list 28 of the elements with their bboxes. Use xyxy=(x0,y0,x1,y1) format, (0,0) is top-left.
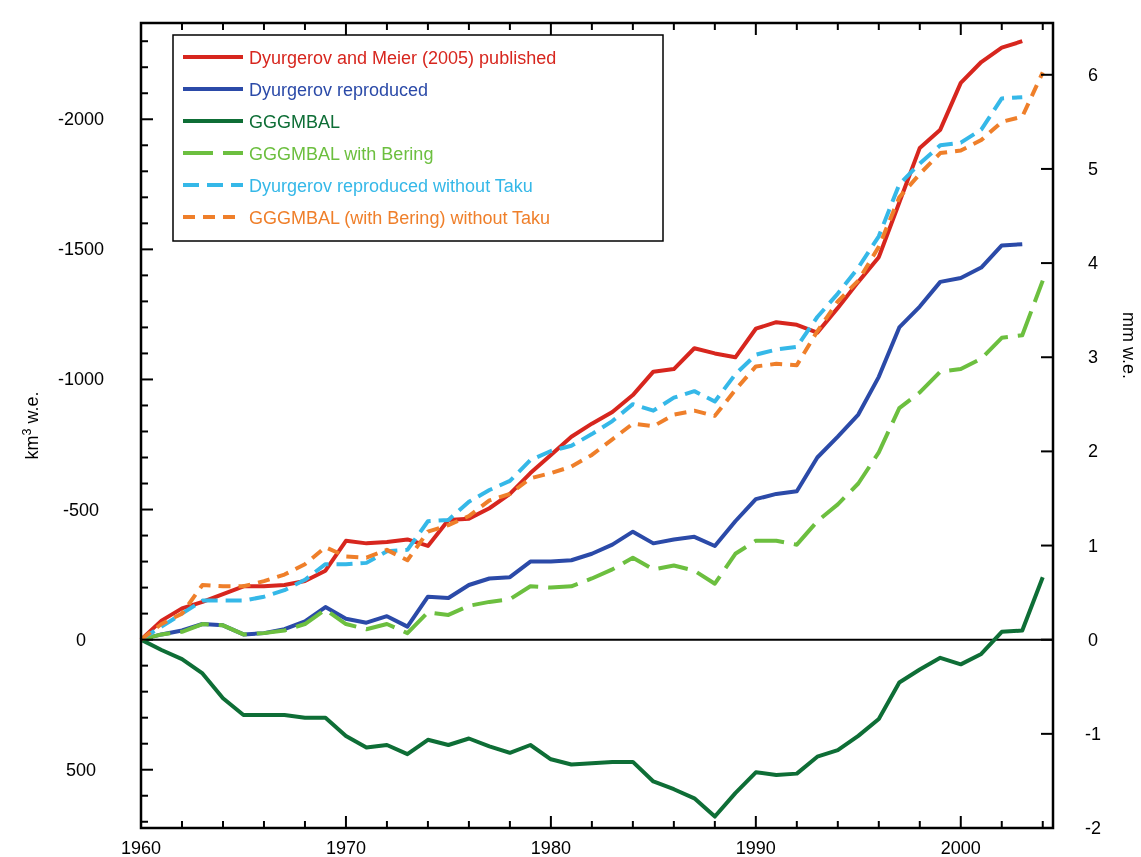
legend-label: Dyurgerov and Meier (2005) published xyxy=(249,48,557,68)
y-tick-label: -2000 xyxy=(57,109,105,130)
y2-axis-title: mm w.e. xyxy=(1119,311,1139,380)
legend-label: Dyurgerov reproduced without Taku xyxy=(249,176,533,196)
legend-label: GGGMBAL with Bering xyxy=(249,144,434,164)
y2-tick-label: -1 xyxy=(1084,723,1102,744)
x-tick-label: 2000 xyxy=(940,838,981,857)
y-tick-label: -500 xyxy=(62,499,100,520)
legend-label: GGGMBAL xyxy=(249,112,341,132)
y2-tick-label: 5 xyxy=(1087,158,1099,179)
y-tick-label: -1500 xyxy=(57,239,105,260)
y2-tick-label: 3 xyxy=(1087,347,1099,368)
legend-label: Dyurgerov reproduced xyxy=(249,80,429,100)
legend-label: GGGMBAL (with Bering) without Taku xyxy=(249,208,551,228)
x-tick-label: 1990 xyxy=(735,838,776,857)
y-tick-label: -1000 xyxy=(57,369,105,390)
y2-tick-label: 2 xyxy=(1087,441,1099,462)
y2-tick-label: 0 xyxy=(1087,629,1099,650)
y-tick-label: 500 xyxy=(65,759,97,780)
y-tick-label: 0 xyxy=(75,629,87,650)
x-tick-label: 1970 xyxy=(325,838,366,857)
y2-tick-label: 4 xyxy=(1087,253,1099,274)
y2-tick-label: 6 xyxy=(1087,64,1099,85)
x-tick-label: 1980 xyxy=(530,838,571,857)
y2-tick-label: -2 xyxy=(1084,818,1102,838)
line-series xyxy=(139,575,1045,819)
y2-tick-label: 1 xyxy=(1087,535,1099,556)
x-tick-label: 1960 xyxy=(120,838,162,857)
